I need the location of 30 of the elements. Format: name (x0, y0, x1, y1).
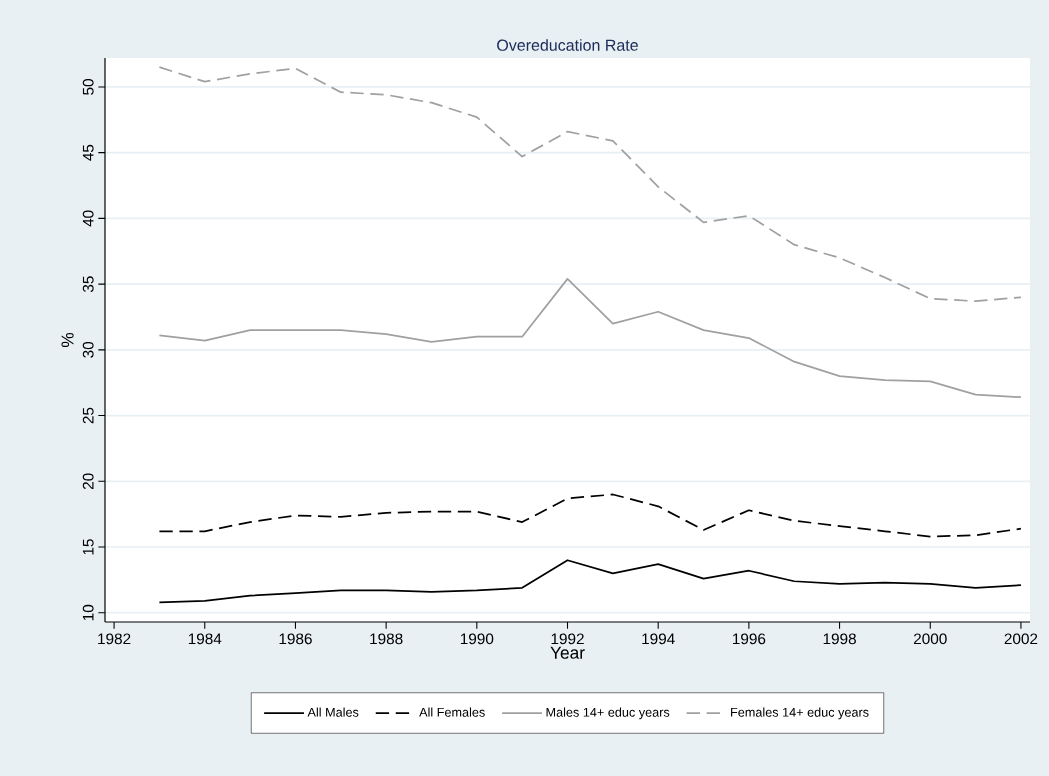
y-tick-label: 25 (82, 407, 94, 424)
legend-label: Females 14+ educ years (731, 707, 869, 720)
x-axis-title: Year (550, 646, 585, 659)
legend-label: All Females (419, 707, 485, 717)
x-tick-label: 1994 (642, 633, 675, 645)
y-tick-label: 15 (82, 539, 94, 555)
x-tick-label: 1996 (733, 633, 766, 645)
legend-label: All Males (307, 707, 359, 717)
chart-title: Overeducation Rate (497, 39, 638, 51)
x-tick-label: 1988 (370, 633, 403, 645)
y-tick-label: 40 (82, 210, 94, 227)
y-tick-label: 35 (82, 276, 94, 293)
x-tick-label: 2002 (1004, 633, 1038, 645)
line-series (158, 493, 1022, 538)
y-tick-label: 30 (82, 341, 94, 358)
x-tick-label: 2000 (913, 633, 947, 645)
x-tick-label: 1986 (279, 633, 312, 645)
y-tick-label: 20 (82, 473, 94, 490)
x-tick-label: 1982 (98, 633, 131, 645)
y-tick-label: 10 (82, 604, 94, 621)
line-series (158, 66, 1022, 303)
y-tick-label: 50 (82, 78, 94, 95)
x-tick-label: 1984 (188, 633, 222, 645)
line-series (158, 559, 1022, 604)
legend-label: Males 14+ educ years (546, 707, 670, 720)
x-tick-label: 1998 (823, 633, 856, 645)
x-tick-label: 1990 (460, 633, 494, 645)
x-tick-label: 1992 (551, 633, 584, 645)
y-axis-title: % (61, 332, 74, 348)
y-tick-label: 45 (82, 144, 94, 161)
